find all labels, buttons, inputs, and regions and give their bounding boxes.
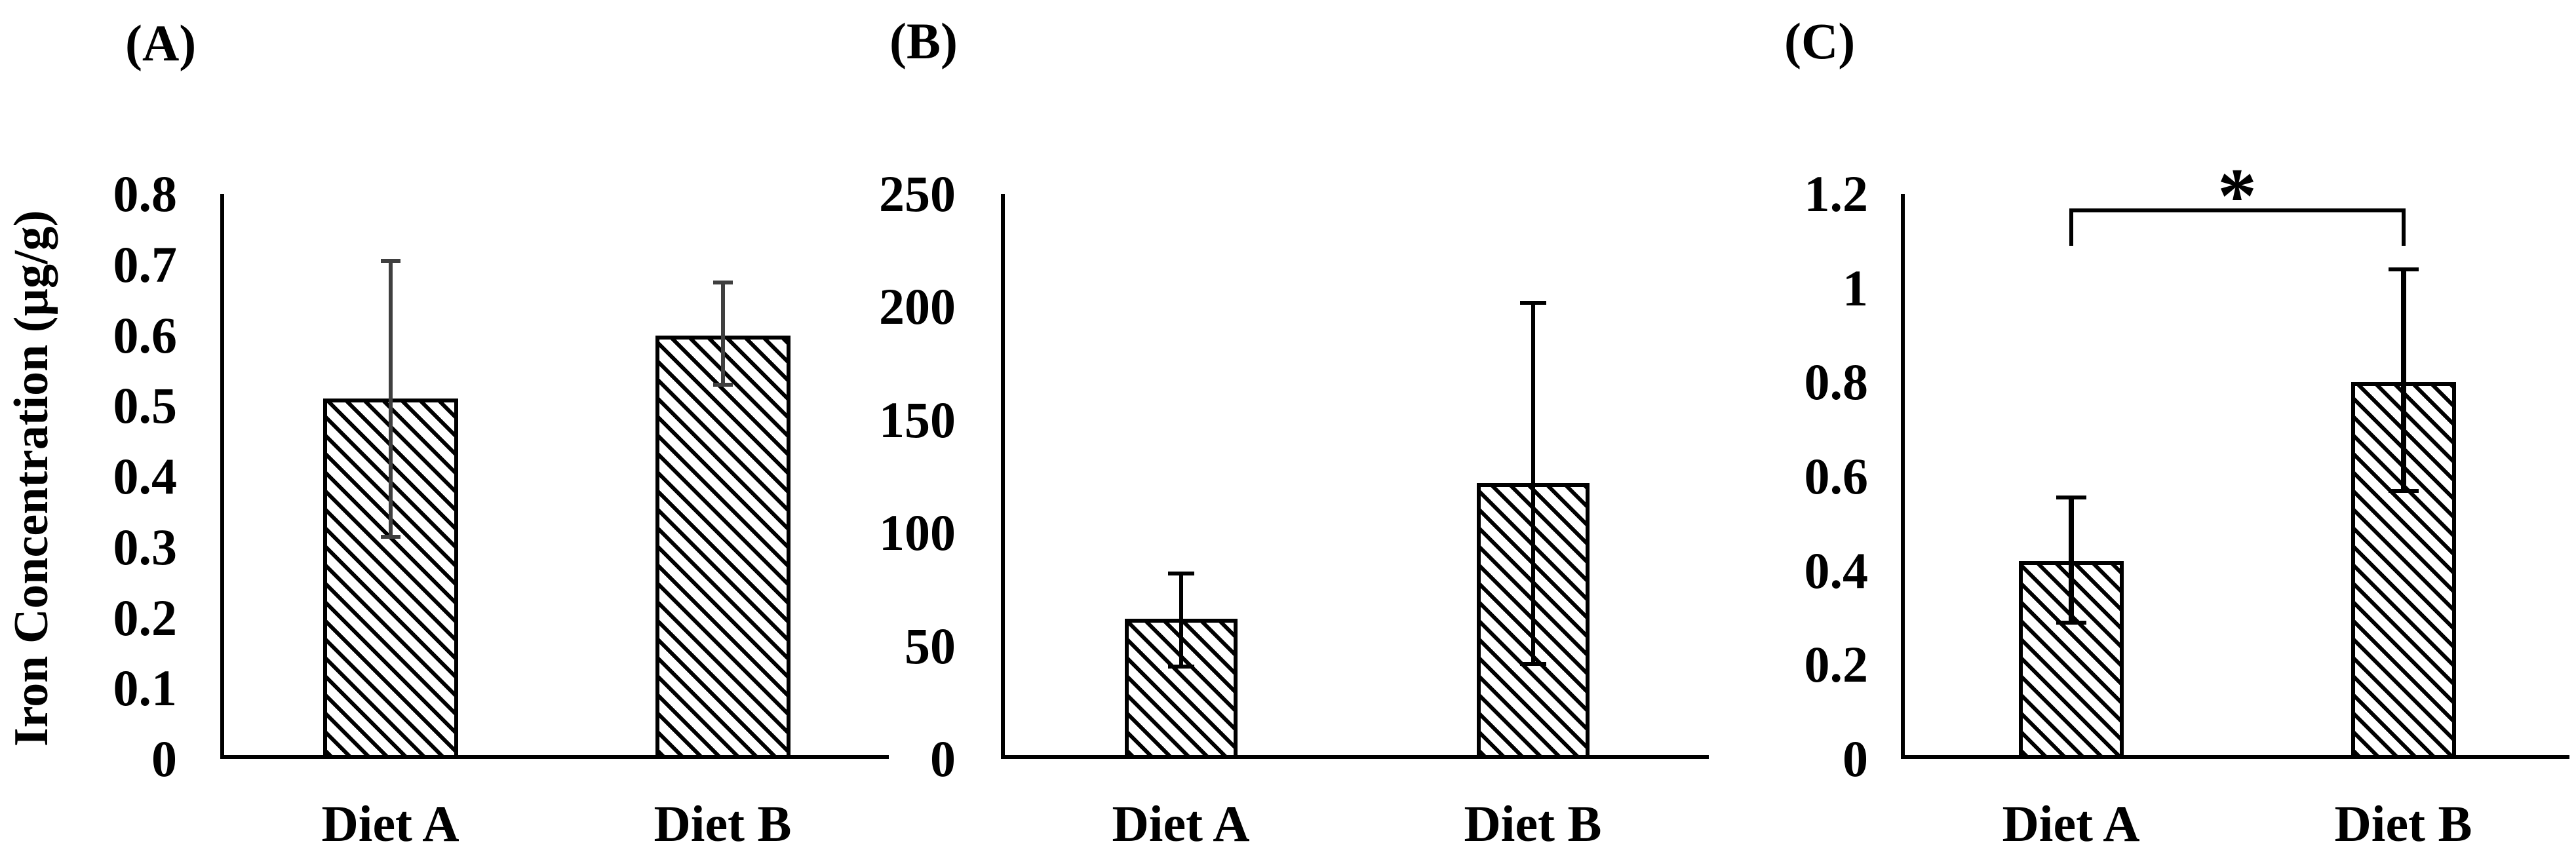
y-tick-label: 0.3 [113, 518, 178, 575]
bar-diet-b [2351, 382, 2456, 759]
x-category-label: Diet A [321, 795, 459, 852]
x-category-label: Diet A [1112, 795, 1250, 852]
y-tick-label: 200 [879, 278, 956, 336]
error-bar [1179, 574, 1183, 667]
chart-panel-a: (A) Iron Concentration (µg/g) 0.8 0.7 0.6 0… [0, 0, 889, 856]
y-tick-label: 0.4 [1804, 541, 1869, 599]
panel-label-c: (C) [1784, 12, 1856, 69]
bar-diet-b [655, 335, 790, 759]
x-category-label: Diet B [2334, 795, 2472, 852]
y-tick-label: 1 [1843, 259, 1868, 317]
y-tick-label: 0 [151, 730, 177, 787]
y-tick-label: 0.1 [113, 659, 178, 717]
plot-area-c: 1.2 1 0.8 0.6 0.4 0.2 0 Diet A Diet B * [1717, 0, 2576, 856]
significance-bracket-tick-right [2401, 208, 2406, 246]
error-cap-top [1519, 300, 1546, 305]
plot-area-b: 250 200 150 100 50 0 Diet A Diet B [859, 0, 1717, 856]
significance-bracket-bar [2069, 208, 2406, 212]
error-bar [2068, 497, 2074, 623]
x-category-label: Diet A [2002, 795, 2140, 852]
error-cap-top [1167, 572, 1194, 576]
error-cap-bottom [712, 382, 733, 387]
y-tick-label: 0.8 [1804, 353, 1869, 411]
x-axis-line [1001, 755, 1709, 759]
error-cap-top [2056, 496, 2086, 500]
y-tick-label: 0.7 [113, 235, 178, 293]
error-cap-bottom [2388, 488, 2419, 493]
y-tick-label: 0.4 [113, 448, 178, 505]
y-tick-label: 1.2 [1804, 165, 1869, 222]
y-tick-label: 0 [1843, 730, 1868, 787]
error-bar [388, 261, 393, 537]
error-cap-bottom [2056, 620, 2086, 625]
error-bar [2400, 269, 2406, 491]
error-bar [1531, 302, 1535, 665]
error-cap-top [712, 280, 733, 284]
error-cap-bottom [1167, 664, 1194, 669]
x-category-label: Diet B [654, 795, 792, 852]
y-axis-line [220, 194, 224, 759]
y-axis-line [1001, 194, 1005, 759]
error-bar [720, 282, 725, 385]
x-axis-line [220, 755, 889, 759]
y-tick-label: 250 [879, 165, 956, 222]
y-tick-label: 50 [905, 617, 956, 674]
y-tick-label: 0.2 [113, 589, 178, 646]
error-cap-top [2388, 267, 2419, 271]
error-cap-top [380, 259, 400, 263]
y-tick-label: 0.6 [1804, 448, 1869, 505]
y-tick-label: 100 [879, 504, 956, 562]
panel-label-b: (B) [889, 12, 958, 69]
y-tick-label: 0.5 [113, 377, 178, 435]
plot-area-a: 0.8 0.7 0.6 0.5 0.4 0.3 0.2 0.1 0 Diet A Diet B [0, 0, 889, 856]
x-axis-line [1901, 755, 2569, 759]
significance-asterisk: * [2217, 151, 2257, 239]
chart-panel-c: (C) 1.2 1 0.8 0.6 0.4 0.2 0 Diet A Diet B * [1717, 0, 2576, 856]
bar-diet-a [1124, 619, 1238, 759]
y-tick-label: 0.6 [113, 306, 178, 364]
y-tick-label: 0.2 [1804, 636, 1869, 693]
error-cap-bottom [1519, 662, 1546, 667]
y-axis-line [1901, 194, 1905, 759]
chart-panel-b: (B) 250 200 150 100 50 0 Diet A Diet B [859, 0, 1717, 856]
panel-label-a: (A) [125, 14, 197, 71]
error-cap-bottom [380, 534, 400, 539]
y-tick-label: 150 [879, 391, 956, 448]
y-tick-label: 0 [930, 730, 956, 787]
x-category-label: Diet B [1464, 795, 1602, 852]
significance-bracket-tick-left [2069, 208, 2073, 246]
y-tick-label: 0.8 [113, 165, 178, 222]
